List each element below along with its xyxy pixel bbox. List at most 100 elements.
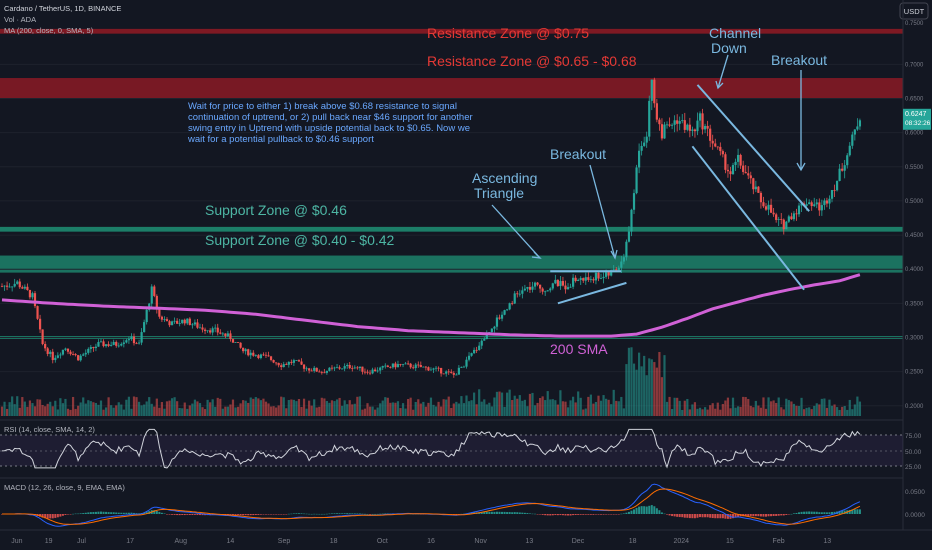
volume-bar <box>498 391 501 416</box>
macd-hist-bar <box>160 512 163 514</box>
volume-bar <box>391 402 394 416</box>
macd-hist-bar <box>820 512 823 514</box>
volume-bar <box>546 391 549 416</box>
volume-bar <box>56 409 59 416</box>
candle-body <box>155 295 158 309</box>
macd-hist-bar <box>313 513 316 515</box>
macd-hist-bar <box>508 512 511 514</box>
volume-bar <box>678 400 681 416</box>
volume-bar <box>665 401 669 416</box>
volume-bar <box>5 408 9 416</box>
macd-hist-bar <box>198 514 201 516</box>
candle-body <box>247 349 250 356</box>
volume-bar <box>379 403 382 416</box>
volume-bar <box>465 395 468 416</box>
volume-bar <box>209 402 212 416</box>
currency-button[interactable]: USDT <box>899 2 929 20</box>
macd-hist-bar <box>714 514 717 519</box>
volume-bar <box>366 403 369 416</box>
currency-button-frame[interactable] <box>899 2 929 20</box>
candle-body <box>391 363 394 368</box>
macd-hist-bar <box>747 514 750 517</box>
macd-hist-bar <box>770 514 773 517</box>
resistance-zone-075 <box>0 28 903 34</box>
volume-bar <box>399 408 402 416</box>
candle-body <box>262 354 265 356</box>
candle-body <box>587 277 590 280</box>
macd-hist-bar <box>56 514 59 518</box>
candle-body <box>716 146 719 148</box>
volume-bar <box>368 406 372 416</box>
macd-hist-bar <box>858 509 861 514</box>
macd-hist-bar <box>782 514 785 516</box>
macd-hist-bar <box>732 514 735 519</box>
candle-body <box>300 361 303 365</box>
note-line-1: Wait for price to either 1) break above … <box>188 101 457 112</box>
candle-body <box>785 221 788 230</box>
macd-hist-bar <box>480 512 483 514</box>
volume-bar <box>99 400 103 416</box>
candle-body <box>518 293 521 295</box>
candle-body <box>780 219 783 220</box>
candle-body <box>632 193 636 210</box>
currency-button-label[interactable]: USDT <box>904 7 925 16</box>
candle-body <box>163 319 166 320</box>
rsi-pane[interactable]: RSI (14, close, SMA, 14, 2) 75.00 50.00 … <box>0 419 922 471</box>
volume-bar <box>462 403 466 416</box>
price-axis[interactable]: 0.7500 0.7000 0.6500 0.6000 0.5500 0.5000 0.4… <box>902 0 931 530</box>
candle-body <box>59 354 62 356</box>
macd-hist-bar <box>516 512 519 514</box>
volume-bar <box>117 402 120 416</box>
macd-hist-bar <box>66 514 69 515</box>
candle-body <box>267 355 270 357</box>
candle-body <box>275 362 278 364</box>
candle-body <box>272 359 275 363</box>
macd-hist-bar <box>183 514 186 516</box>
macd-hist-bar <box>237 514 240 515</box>
breakout-right-label: Breakout <box>771 52 827 68</box>
candle-body <box>772 212 775 215</box>
volume-bar <box>198 403 202 416</box>
candle-body <box>635 167 638 194</box>
candle-body <box>584 277 587 281</box>
volume-bar <box>358 396 361 416</box>
volume-bar <box>3 401 6 416</box>
macd-pane[interactable]: MACD (12, 26, close, 9, EMA, EMA) 0.0500… <box>0 477 925 527</box>
macd-hist-bar <box>584 514 587 515</box>
macd-hist-bar <box>69 514 72 515</box>
sma-200-line <box>1 273 861 338</box>
candle-body <box>556 279 559 287</box>
macd-hist-bar <box>275 514 278 515</box>
time-label: Nov <box>474 538 487 545</box>
candle-body <box>554 279 557 284</box>
candle-body <box>325 370 328 373</box>
volume-bar <box>77 405 80 416</box>
macd-hist-bar <box>171 514 174 515</box>
candle-body <box>561 281 565 286</box>
candle-body <box>440 367 443 374</box>
candle-body <box>658 119 661 125</box>
macd-hist-bar <box>660 512 663 514</box>
time-axis[interactable]: Jun 19 Jul 17 Aug 14 Sep 18 Oct 16 Nov 13 Dec 18 2024 1… <box>0 529 932 545</box>
candle-body <box>577 279 580 282</box>
volume-bar <box>54 400 57 416</box>
volume-bar <box>148 397 151 416</box>
candle-body <box>475 349 478 351</box>
candle-body <box>429 369 433 371</box>
candle-body <box>660 124 664 139</box>
candle-body <box>368 372 372 374</box>
candle-body <box>820 205 823 211</box>
volume-bar <box>356 396 359 416</box>
macd-hist-bar <box>234 514 237 515</box>
volume-bar <box>574 402 577 416</box>
candle-body <box>140 332 143 343</box>
volume-bar <box>287 400 290 416</box>
volume-bar <box>181 408 184 416</box>
volume-bar <box>706 409 709 416</box>
volume-bar <box>485 404 488 416</box>
candle-body <box>351 368 354 369</box>
candle-body <box>645 136 648 143</box>
candle-body <box>130 336 133 340</box>
